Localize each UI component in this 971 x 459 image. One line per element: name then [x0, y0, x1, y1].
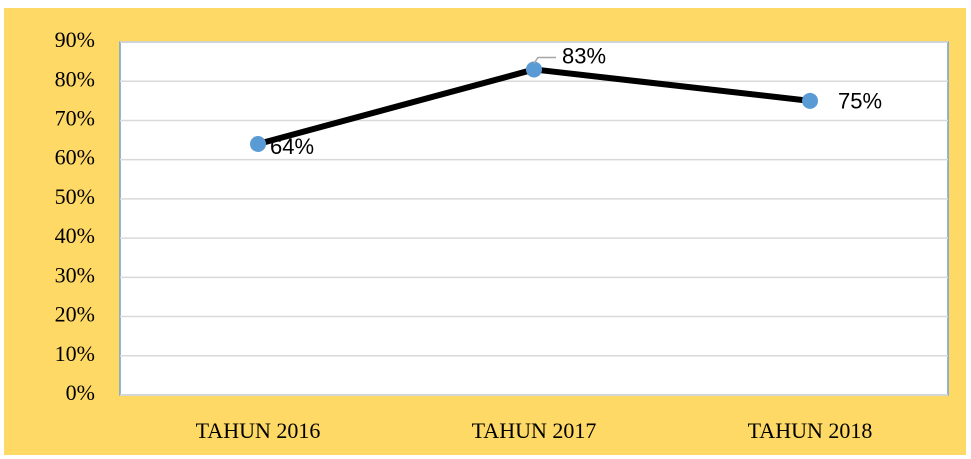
- x-tick-label: TAHUN 2018: [748, 418, 873, 443]
- y-tick-label: 40%: [55, 223, 95, 248]
- leader-line: [533, 56, 556, 64]
- y-tick-label: 20%: [55, 302, 95, 327]
- marker: [250, 135, 266, 152]
- y-tick-label: 10%: [55, 341, 95, 366]
- y-tick-label: 70%: [55, 105, 95, 130]
- x-tick-label: TAHUN 2017: [472, 418, 597, 443]
- y-tick-label: 0%: [66, 380, 95, 405]
- y-tick-label: 80%: [55, 66, 95, 91]
- plot-area: [119, 41, 949, 396]
- y-tick-label: 50%: [55, 184, 95, 209]
- y-tick-label: 30%: [55, 262, 95, 287]
- x-tick-label: TAHUN 2016: [196, 418, 321, 443]
- marker: [802, 92, 818, 109]
- marker: [526, 61, 542, 78]
- data-label: 64%: [270, 134, 314, 159]
- data-label: 75%: [838, 89, 882, 114]
- y-tick-label: 60%: [55, 145, 95, 170]
- y-tick-label: 90%: [55, 27, 95, 52]
- data-label: 83%: [562, 43, 606, 68]
